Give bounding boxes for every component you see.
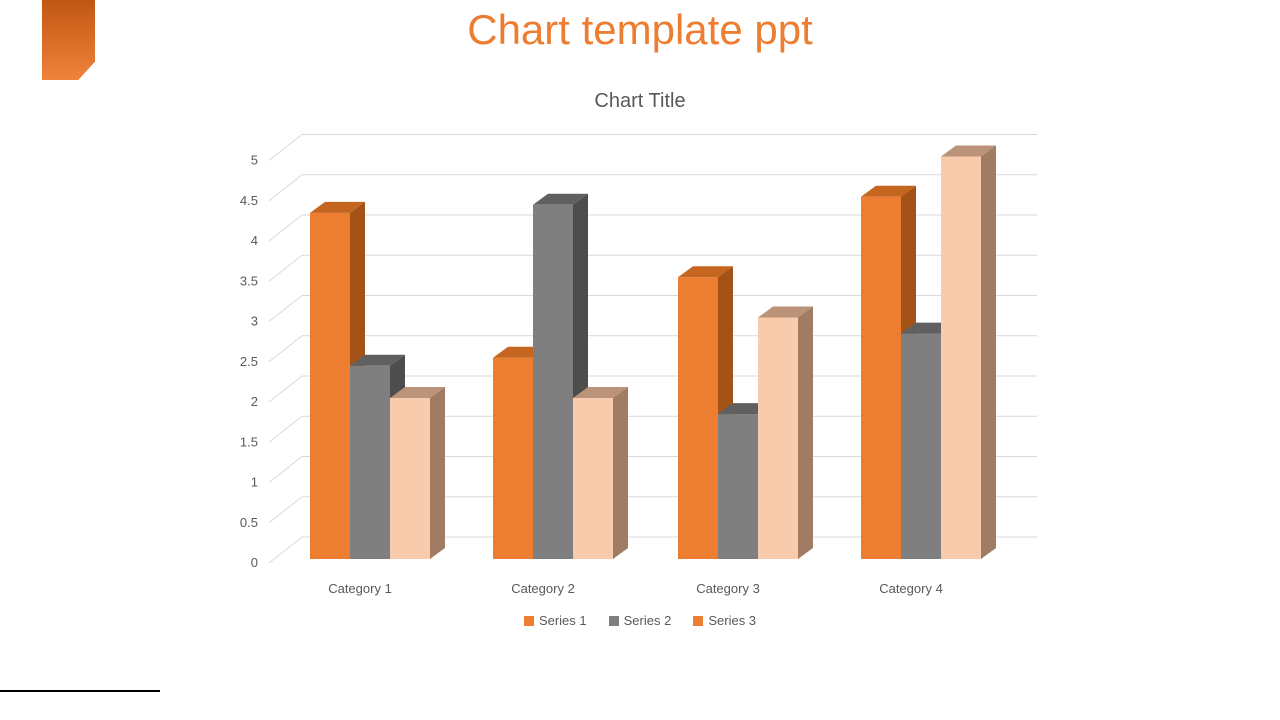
category-label: Category 4 [879, 581, 943, 596]
bar-s1-c4-front [861, 196, 901, 559]
bar-s3-c4-side [981, 145, 996, 559]
tick-connector [268, 375, 303, 403]
bar-s3-c1-front [390, 398, 430, 559]
chart-title: Chart Title [594, 90, 686, 112]
bar-s3-c1-top [390, 387, 445, 398]
bar-s2-c4-front [901, 333, 941, 559]
y-tick-label: 1.5 [240, 434, 258, 449]
legend-item: Series 3 [693, 613, 756, 628]
legend-marker [608, 615, 619, 626]
tick-connector [268, 254, 303, 282]
bar-s1-c3-top [678, 266, 733, 278]
tick-connector [268, 456, 303, 483]
y-tick-label: 4.5 [240, 193, 258, 208]
tick-connector [268, 295, 303, 322]
legend-label: Series 3 [708, 613, 757, 628]
y-tick-label: 5 [251, 153, 258, 168]
bar-s3-c3-side [798, 306, 813, 559]
bar-s3-c2-top [573, 387, 628, 398]
footer-rule [0, 690, 160, 692]
bar-s3-c4-top [941, 145, 996, 157]
legend-item: Series 1 [523, 613, 587, 628]
bar-s2-c1-front [350, 365, 390, 559]
category-label: Category 3 [696, 581, 760, 596]
bar-s3-c2-side [613, 387, 628, 559]
y-tick-label: 2.5 [240, 354, 258, 369]
bar-s3-c3-top [758, 306, 813, 318]
tick-connector [268, 536, 303, 564]
bar-s2-c1-top [350, 354, 405, 366]
bar-s1-c1-top [310, 201, 365, 213]
tick-connector [268, 134, 303, 161]
y-tick-label: 3.5 [240, 273, 258, 288]
y-tick-label: 0 [251, 555, 258, 570]
bar-s3-c1-side [430, 387, 445, 559]
bar-s2-c2-front [533, 204, 573, 560]
legend-label: Series 2 [623, 613, 672, 628]
legend-label: Series 1 [538, 613, 587, 628]
page-title: Chart template ppt [467, 6, 813, 53]
chart-legend: Series 1 Series 2 Series 3 [0, 613, 1280, 628]
category-label: Category 2 [511, 581, 575, 596]
y-tick-label: 0.5 [240, 515, 258, 530]
y-tick-label: 3 [251, 314, 258, 329]
legend-marker [693, 615, 704, 626]
bar-s2-c3-front [718, 414, 758, 559]
bar-s1-c4-top [861, 185, 916, 197]
tick-connector [268, 335, 303, 363]
bar-s3-c3-front [758, 317, 798, 559]
bar-s1-c3-front [678, 277, 718, 559]
tick-connector [268, 415, 303, 443]
y-tick-label: 4 [251, 233, 258, 248]
bar-s1-c1-front [310, 212, 350, 559]
bar-s2-c2-top [533, 193, 588, 205]
tick-connector [268, 214, 303, 242]
bar-s3-c2-front [573, 398, 613, 559]
bar-s1-c2-front [493, 357, 533, 559]
tick-connector [268, 496, 303, 524]
legend-item: Series 2 [608, 613, 672, 628]
tick-connector [268, 174, 303, 202]
y-tick-label: 2 [251, 394, 258, 409]
bar-s3-c4-front [941, 156, 981, 559]
y-tick-label: 1 [251, 475, 258, 490]
legend-marker [523, 615, 534, 626]
category-label: Category 1 [328, 581, 392, 596]
corner-accent-shape [42, 0, 95, 80]
